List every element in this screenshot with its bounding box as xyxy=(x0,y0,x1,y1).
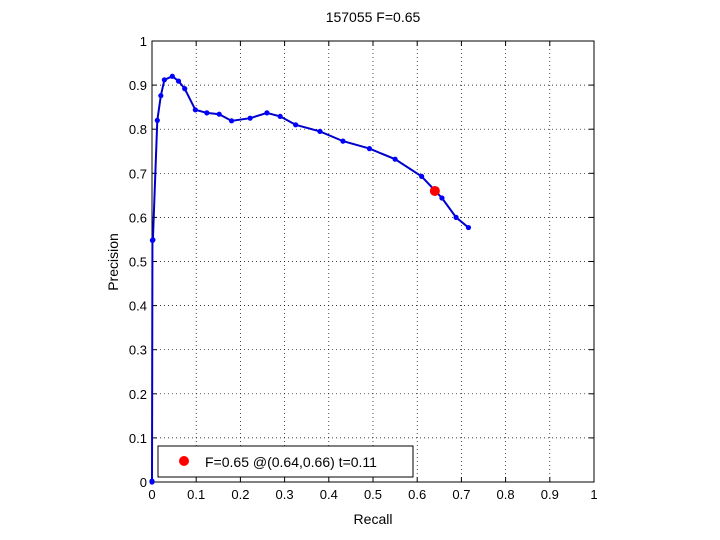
x-tick-label: 0 xyxy=(148,487,155,502)
x-tick-label: 0.5 xyxy=(364,487,382,502)
series-line xyxy=(151,75,470,482)
data-point xyxy=(317,128,323,135)
data-point xyxy=(158,93,164,99)
x-tick-label: 0.6 xyxy=(408,487,426,502)
x-axis-label: Recall xyxy=(354,511,393,527)
y-tick-label: 0.2 xyxy=(129,387,147,402)
y-tick-label: 0 xyxy=(140,475,147,490)
grid xyxy=(152,41,594,482)
y-tick-label: 0.1 xyxy=(129,431,147,446)
data-point xyxy=(182,86,188,92)
x-tick-label: 0.9 xyxy=(541,487,559,502)
y-tick-label: 0.5 xyxy=(129,255,147,270)
data-point xyxy=(366,146,373,152)
x-tick-label: 0.1 xyxy=(187,487,205,502)
data-point xyxy=(277,113,283,120)
series xyxy=(149,73,472,485)
data-point xyxy=(154,117,160,123)
data-point xyxy=(161,77,167,83)
x-tick-label: 0.2 xyxy=(231,487,249,502)
x-tick-label: 0.3 xyxy=(276,487,294,502)
y-tick-label: 0.9 xyxy=(129,78,147,93)
x-tick-label: 0.7 xyxy=(452,487,470,502)
data-point xyxy=(439,195,445,201)
x-tick-label: 0.4 xyxy=(320,487,338,502)
data-point xyxy=(264,110,270,116)
data-point xyxy=(169,73,175,79)
data-point xyxy=(149,478,155,484)
data-point xyxy=(150,237,156,243)
legend-box xyxy=(157,445,414,478)
data-point xyxy=(453,214,459,220)
ticks: 0 0.1 0.2 0.3 0.4 0.5 0.6 0.7 0.8 0.9 1 0 0.1 0.2 0.3 0… xyxy=(129,34,598,502)
x-tick-label: 1 xyxy=(590,487,597,502)
y-axis-label: Precision xyxy=(105,233,121,291)
y-tick-label: 0.3 xyxy=(129,343,147,358)
legend-marker xyxy=(179,456,189,466)
data-point xyxy=(228,118,235,124)
data-point xyxy=(419,173,425,179)
legend: F=0.65 @(0.64,0.66) t=0.11 xyxy=(157,445,414,478)
legend-entry: F=0.65 @(0.64,0.66) t=0.11 xyxy=(205,454,377,470)
data-point xyxy=(293,122,299,128)
y-tick-label: 0.8 xyxy=(129,122,147,137)
x-tick-label: 0.8 xyxy=(497,487,515,502)
data-point xyxy=(216,111,222,117)
y-tick-label: 0.6 xyxy=(129,210,147,225)
best-f-point xyxy=(429,185,440,196)
y-tick-label: 1 xyxy=(140,34,147,49)
data-point xyxy=(204,110,210,116)
data-point xyxy=(192,107,198,113)
data-point xyxy=(465,224,472,231)
data-point xyxy=(247,115,253,121)
data-point xyxy=(392,156,398,162)
data-point xyxy=(175,78,182,84)
chart-title: 157055 F=0.65 xyxy=(326,9,421,25)
data-point xyxy=(340,138,346,144)
y-tick-label: 0.7 xyxy=(129,166,147,181)
y-tick-label: 0.4 xyxy=(129,299,147,314)
